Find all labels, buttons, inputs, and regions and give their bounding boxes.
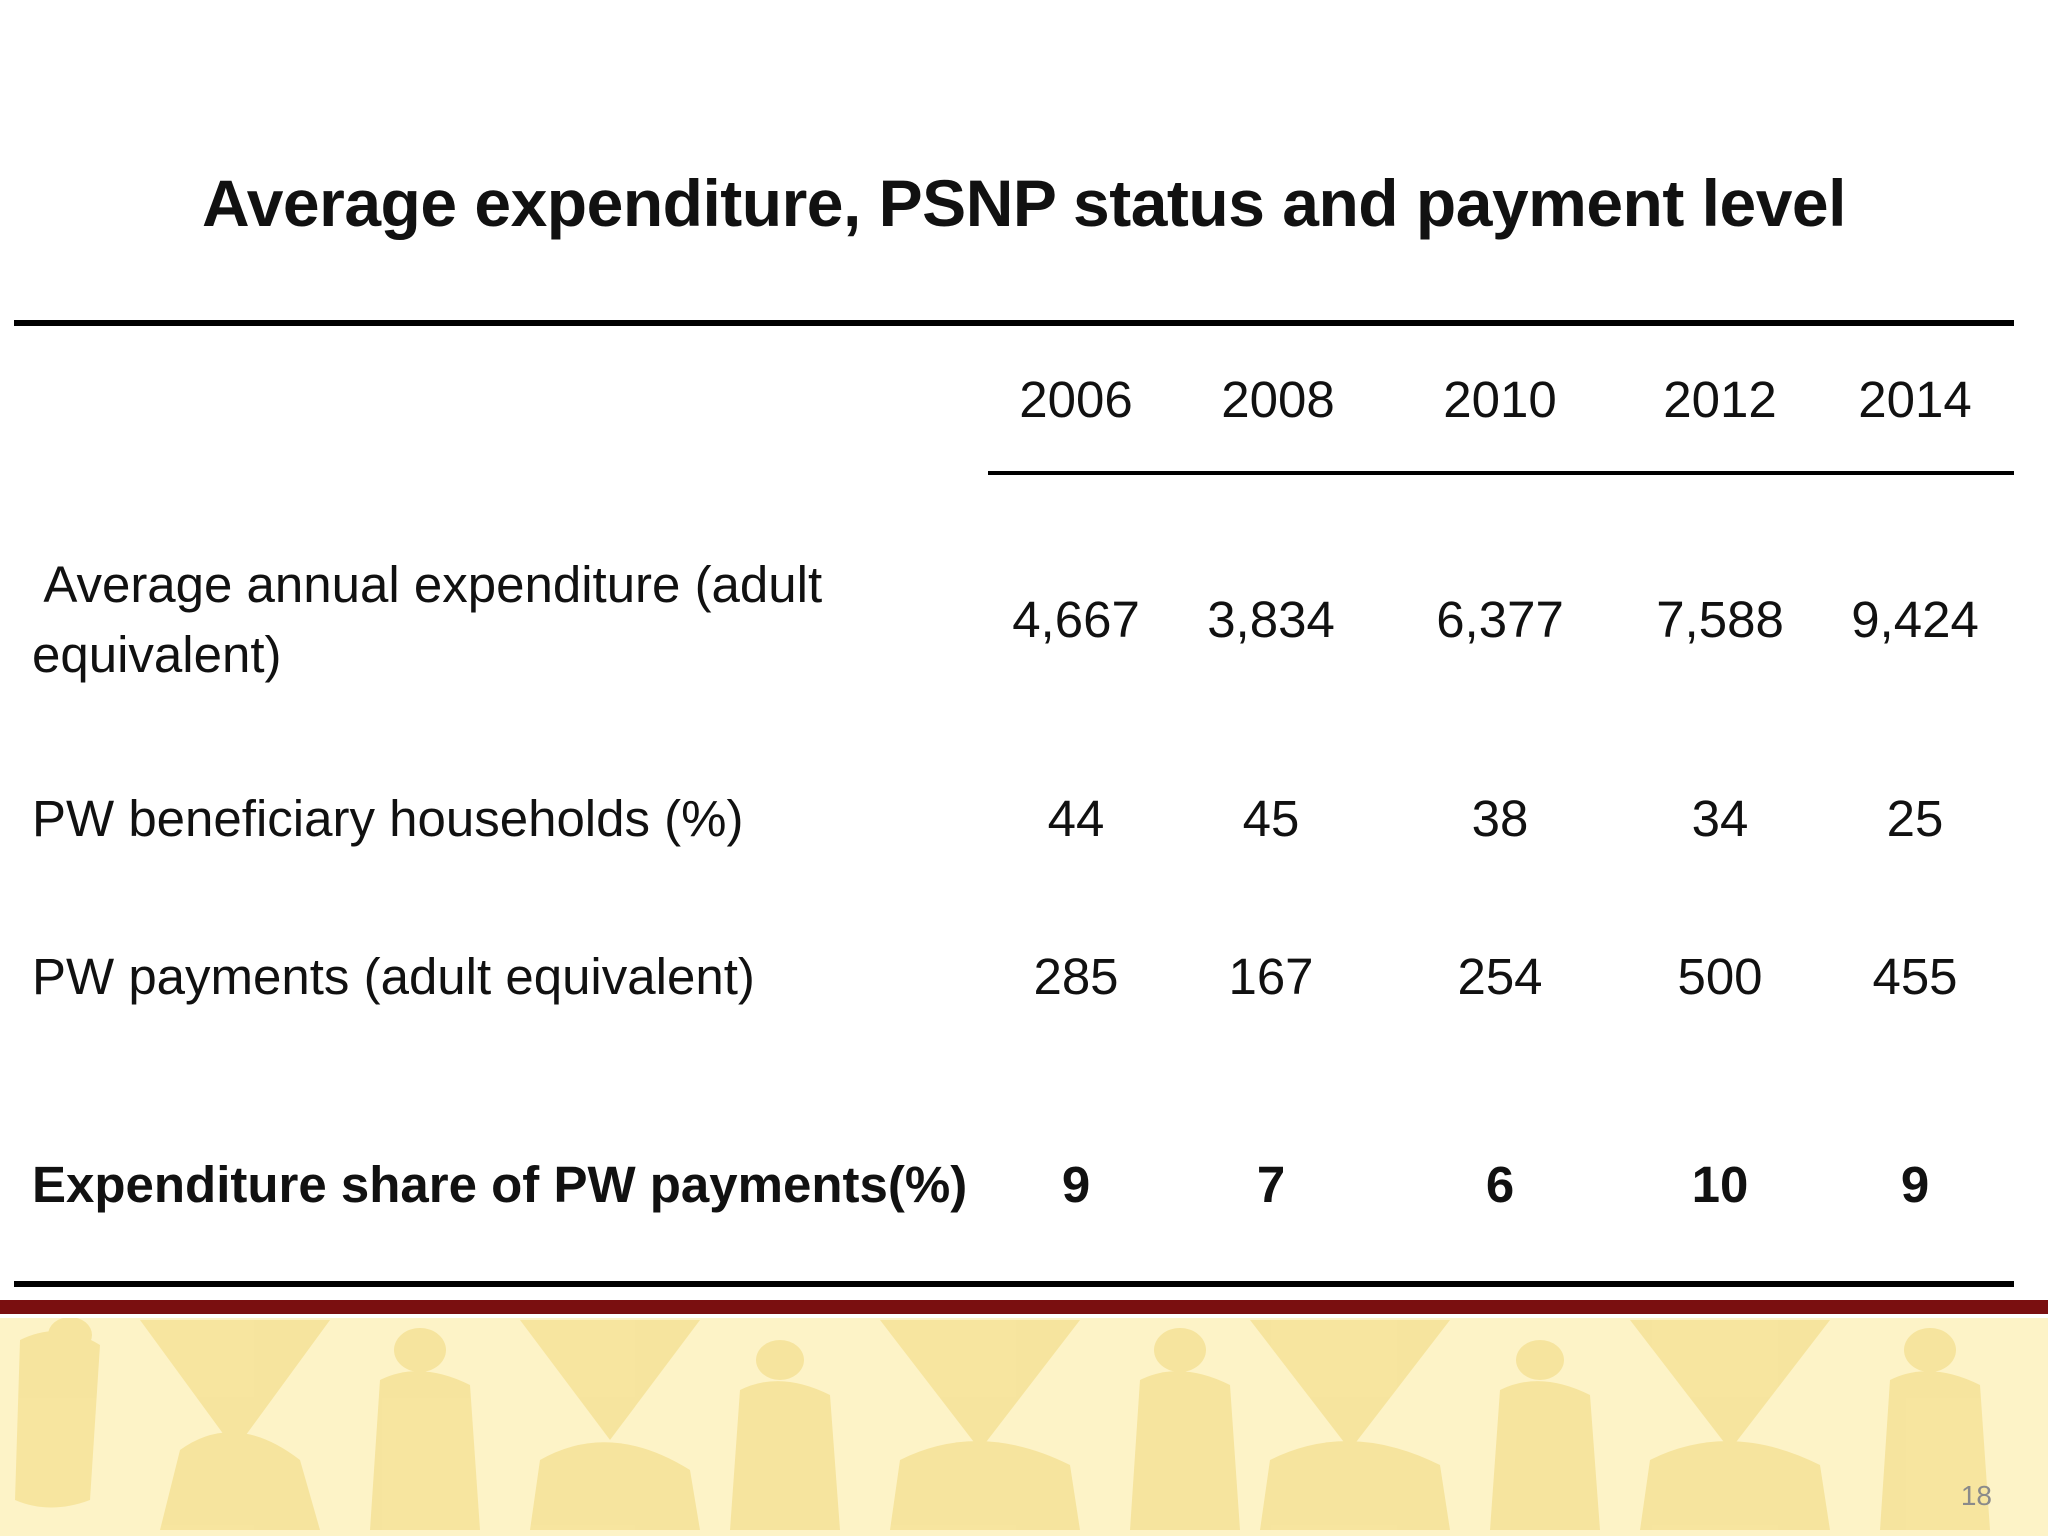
slide-title: Average expenditure, PSNP status and pay… [202, 166, 1846, 240]
table-cell: 9 [1061, 1156, 1091, 1213]
header-underline-rule [988, 471, 2014, 475]
row-label-line1: Average annual expenditure (adult [32, 556, 823, 613]
row-label: PW payments (adult equivalent) [32, 948, 755, 1005]
table-cell: 455 [1872, 948, 1958, 1005]
table-cell: 9,424 [1851, 591, 1979, 648]
year-header-2008: 2008 [1221, 371, 1335, 428]
table-cell: 3,834 [1207, 591, 1335, 648]
footer-bar-highlight [0, 1314, 2048, 1318]
table-cell: 167 [1228, 948, 1314, 1005]
year-header-2006: 2006 [1019, 371, 1133, 428]
table-cell: 285 [1033, 948, 1119, 1005]
table-cell: 38 [1471, 790, 1529, 847]
page-number: 18 [1960, 1480, 1992, 1511]
table-cell: 10 [1691, 1156, 1749, 1213]
table-cell: 45 [1242, 790, 1300, 847]
row-label: Expenditure share of PW payments(%) [32, 1156, 968, 1213]
row-label-line2: equivalent) [32, 626, 282, 683]
table-cell: 44 [1047, 790, 1105, 847]
table-cell: 7 [1256, 1156, 1286, 1213]
table-cell: 9 [1900, 1156, 1930, 1213]
year-header-2010: 2010 [1443, 371, 1557, 428]
table-bottom-rule [14, 1281, 2014, 1287]
table-top-rule [14, 320, 2014, 326]
table-cell: 7,588 [1656, 591, 1784, 648]
year-header-2014: 2014 [1858, 371, 1972, 428]
table-cell: 25 [1886, 790, 1944, 847]
table-cell: 6 [1485, 1156, 1515, 1213]
row-label: PW beneficiary households (%) [32, 790, 744, 847]
figures-pattern-icon [15, 1317, 1990, 1530]
table-cell: 4,667 [1012, 591, 1140, 648]
table-cell: 500 [1677, 948, 1763, 1005]
year-header-2012: 2012 [1663, 371, 1777, 428]
table-cell: 34 [1691, 790, 1749, 847]
table-cell: 254 [1457, 948, 1543, 1005]
table-cell: 6,377 [1436, 591, 1564, 648]
footer-decoration [0, 1300, 2048, 1536]
footer-bar [0, 1300, 2048, 1314]
